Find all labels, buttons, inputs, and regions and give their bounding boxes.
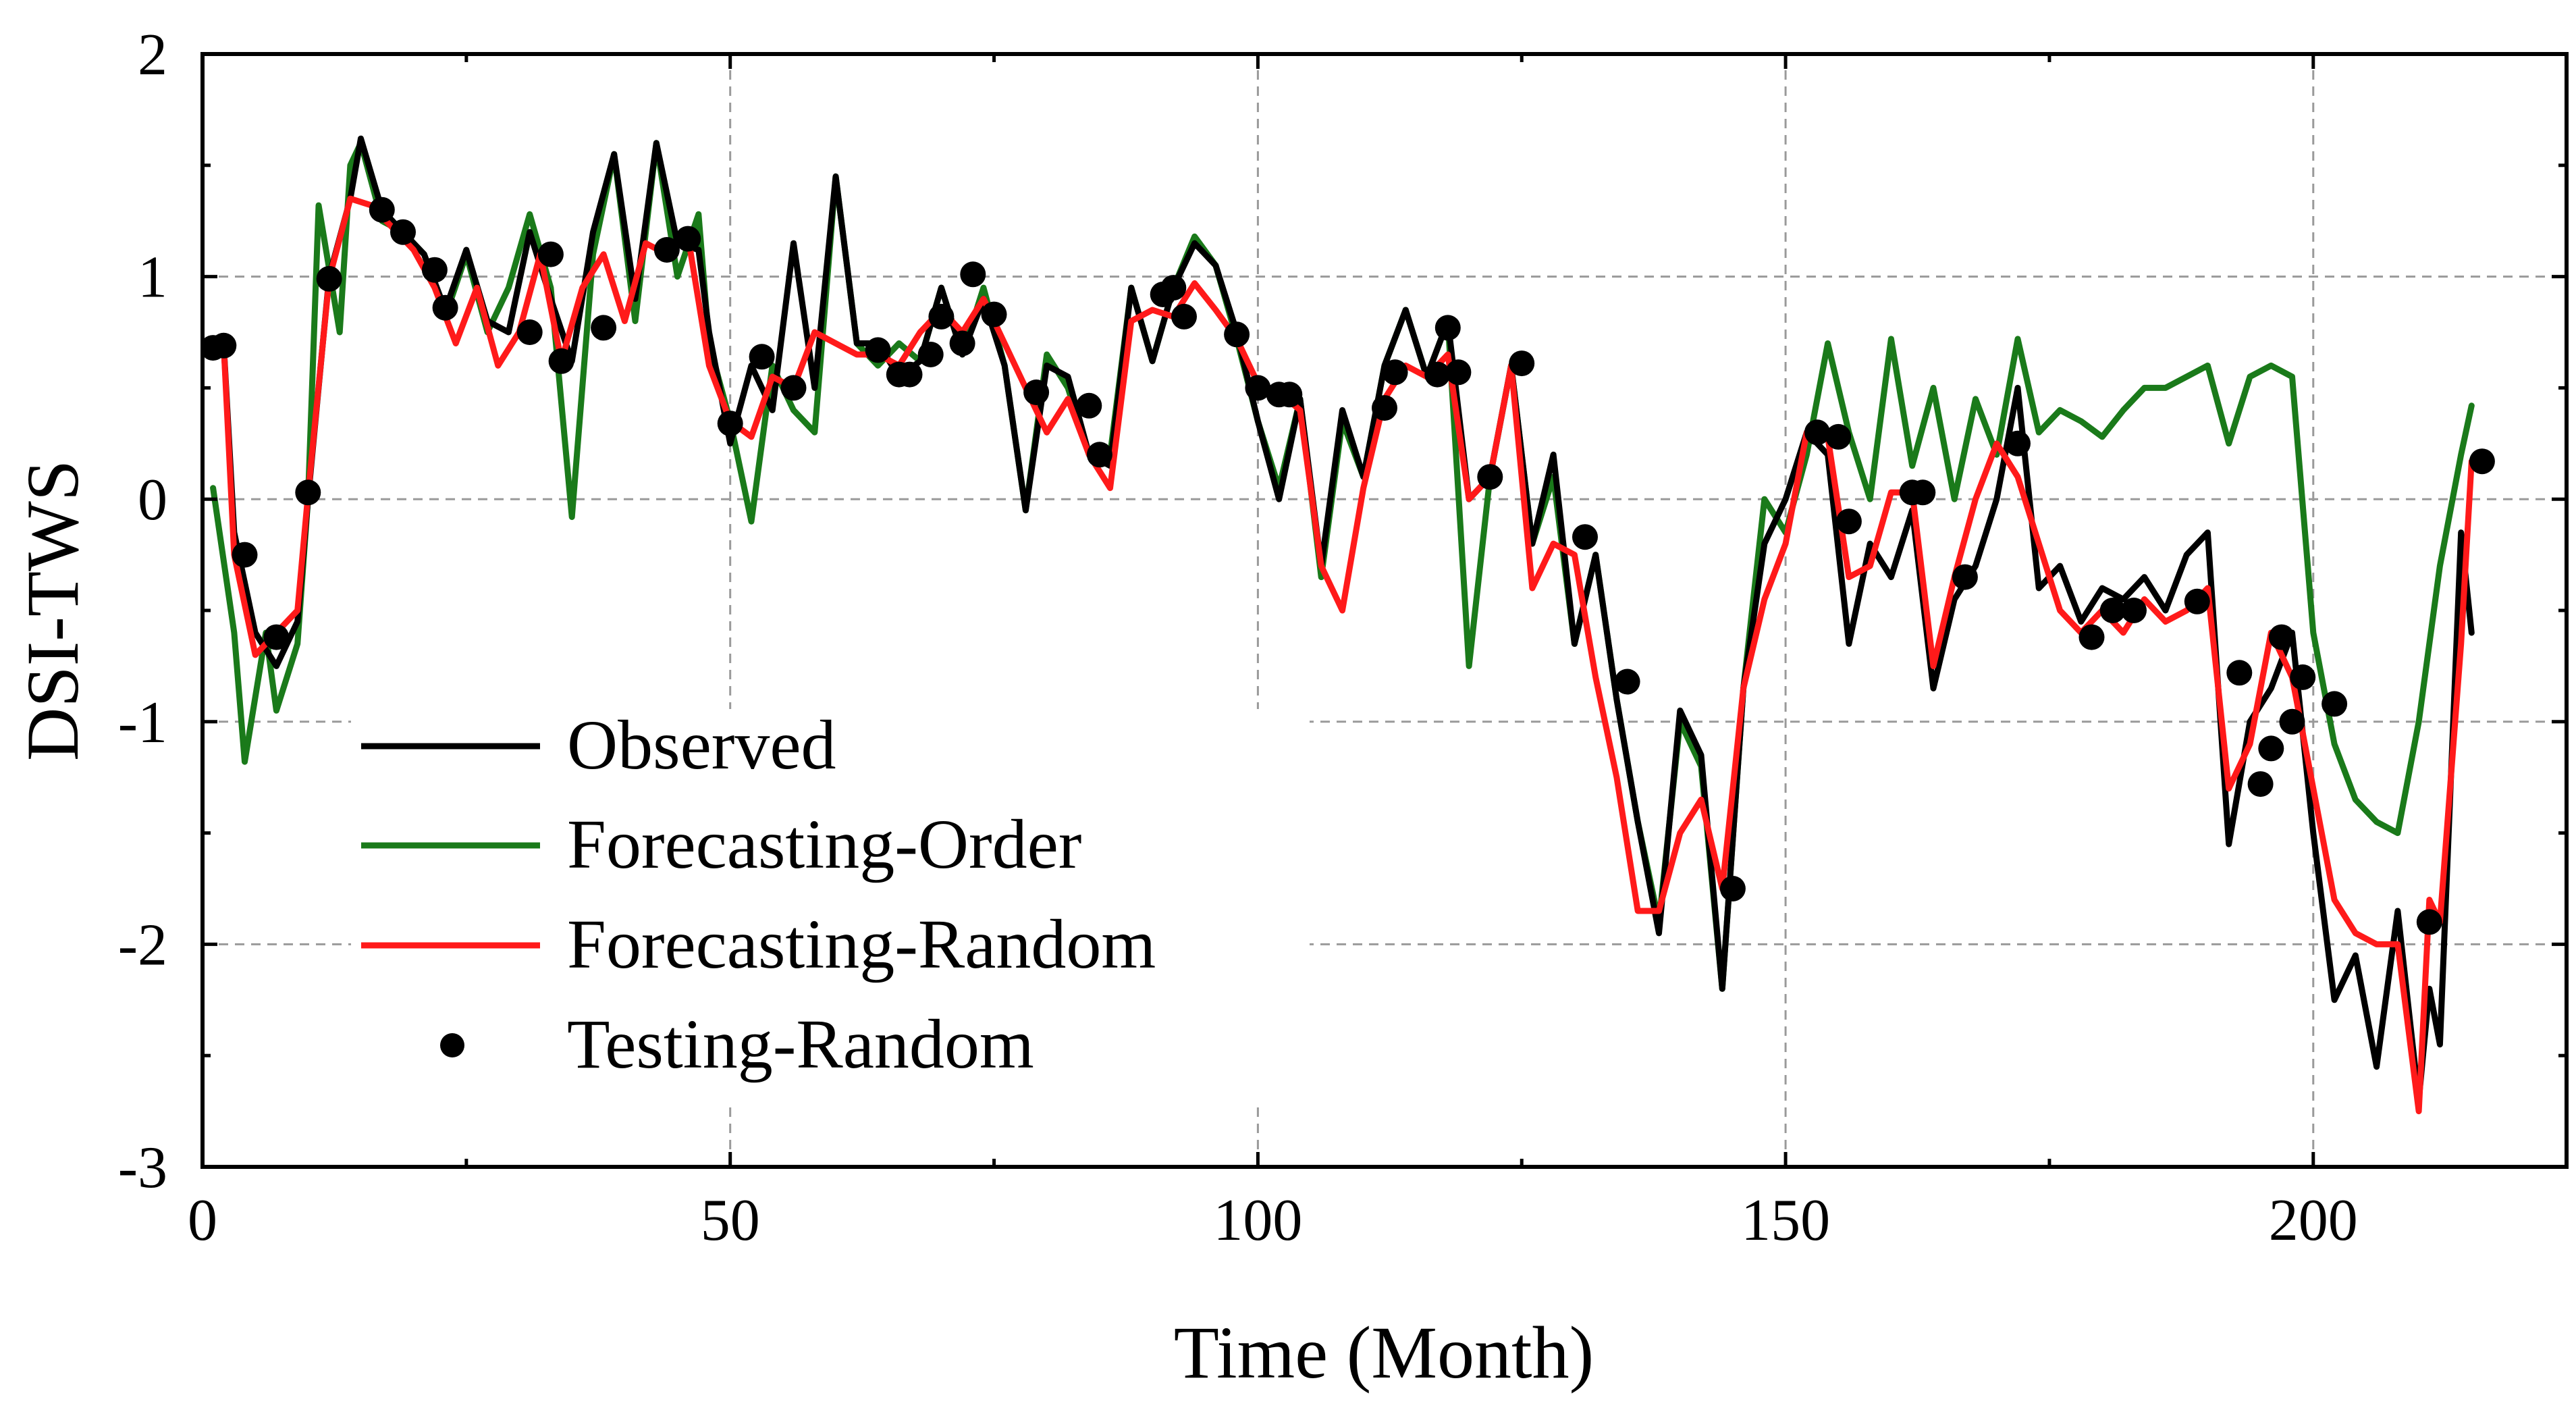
testing-random-point <box>981 301 1007 328</box>
testing-random-point <box>2005 430 2031 456</box>
legend-label-observed: Observed <box>567 706 836 784</box>
testing-random-point <box>960 261 986 288</box>
y-tick-label: 2 <box>138 22 167 88</box>
testing-random-point <box>2099 598 2126 623</box>
y-axis-title: DSI-TWS <box>11 460 94 761</box>
testing-random-point <box>675 226 701 252</box>
testing-random-point <box>1160 275 1187 301</box>
testing-random-point <box>548 348 574 374</box>
x-tick-label: 200 <box>2269 1188 2358 1253</box>
testing-random-point <box>1509 350 1535 377</box>
testing-random-point <box>432 294 458 321</box>
y-tick-label: -1 <box>118 690 167 756</box>
legend-label-forecasting-random: Forecasting-Random <box>567 906 1156 983</box>
testing-random-point <box>1023 379 1050 405</box>
testing-random-point <box>1952 564 1978 590</box>
x-axis-title: Time (Month) <box>1174 1311 1594 1394</box>
testing-random-point <box>780 375 807 401</box>
testing-random-point <box>1245 375 1271 401</box>
legend-swatch-testing-random <box>440 1033 464 1057</box>
testing-random-point <box>865 337 891 363</box>
testing-random-point <box>896 361 923 388</box>
y-tick-label: 1 <box>138 245 167 311</box>
testing-random-point <box>591 315 617 341</box>
testing-random-point <box>211 332 237 359</box>
x-tick-label: 100 <box>1213 1188 1302 1253</box>
x-tick-label: 50 <box>701 1188 760 1253</box>
testing-random-point <box>1434 315 1461 341</box>
testing-random-point <box>1372 395 1397 421</box>
legend: Observed Forecasting-Order Forecasting-R… <box>351 706 1310 1101</box>
axis-ticks: 0 50 100 150 200 2 1 0 -1 -2 -3 <box>118 22 2567 1253</box>
legend-background <box>351 709 1310 1101</box>
testing-random-point <box>2268 624 2295 650</box>
x-tick-label: 150 <box>1741 1188 1830 1253</box>
testing-random-point <box>1382 359 1408 386</box>
testing-random-point <box>1477 464 1503 490</box>
testing-random-point <box>1277 382 1303 408</box>
testing-random-point <box>2121 598 2147 623</box>
testing-random-point <box>2078 624 2105 650</box>
legend-label-forecasting-order: Forecasting-Order <box>567 806 1081 883</box>
series-line-forecasting-random <box>203 195 2475 1115</box>
series-line-observed <box>203 135 2475 1103</box>
testing-random-point <box>749 344 775 370</box>
testing-random-point <box>2279 708 2305 735</box>
testing-random-point <box>369 197 395 223</box>
y-tick-label: -2 <box>118 912 167 978</box>
testing-random-point <box>1424 361 1451 388</box>
testing-random-point <box>2290 664 2316 690</box>
testing-random-point <box>516 319 543 345</box>
testing-random-point <box>1719 876 1746 901</box>
testing-random-point <box>928 303 955 330</box>
testing-random-point <box>2322 691 2348 717</box>
y-tick-label: 0 <box>138 467 167 533</box>
testing-random-point <box>1825 423 1852 450</box>
testing-random-point <box>653 237 680 263</box>
testing-random-point <box>537 241 564 267</box>
testing-random-point <box>717 411 743 437</box>
testing-random-point <box>316 265 342 292</box>
y-tick-label: -3 <box>118 1135 167 1201</box>
testing-random-point <box>1614 669 1640 695</box>
testing-random-point <box>2416 909 2442 935</box>
testing-random-point <box>295 479 321 506</box>
testing-random-point <box>2184 588 2210 614</box>
legend-label-testing-random: Testing-Random <box>567 1005 1034 1083</box>
testing-random-point <box>1224 321 1250 348</box>
testing-random-point <box>1445 359 1472 386</box>
x-tick-label: 0 <box>188 1188 217 1253</box>
series-layer <box>203 135 2495 1115</box>
testing-random-point <box>1910 479 1936 506</box>
testing-random-point <box>917 342 944 367</box>
testing-random-point <box>1804 419 1830 446</box>
testing-random-point <box>1076 392 1102 419</box>
testing-random-point <box>1572 524 1598 550</box>
testing-random-point <box>949 330 975 357</box>
testing-random-point <box>1171 303 1197 330</box>
testing-random-point <box>263 624 290 650</box>
testing-random-point <box>2469 448 2495 475</box>
testing-random-point <box>421 257 448 283</box>
testing-random-point <box>390 219 416 245</box>
testing-random-point <box>2258 735 2284 762</box>
testing-random-point <box>2226 660 2253 686</box>
testing-random-point <box>1086 442 1112 468</box>
testing-random-point <box>232 542 258 568</box>
testing-random-point <box>1835 508 1862 535</box>
testing-random-point <box>2247 771 2274 797</box>
